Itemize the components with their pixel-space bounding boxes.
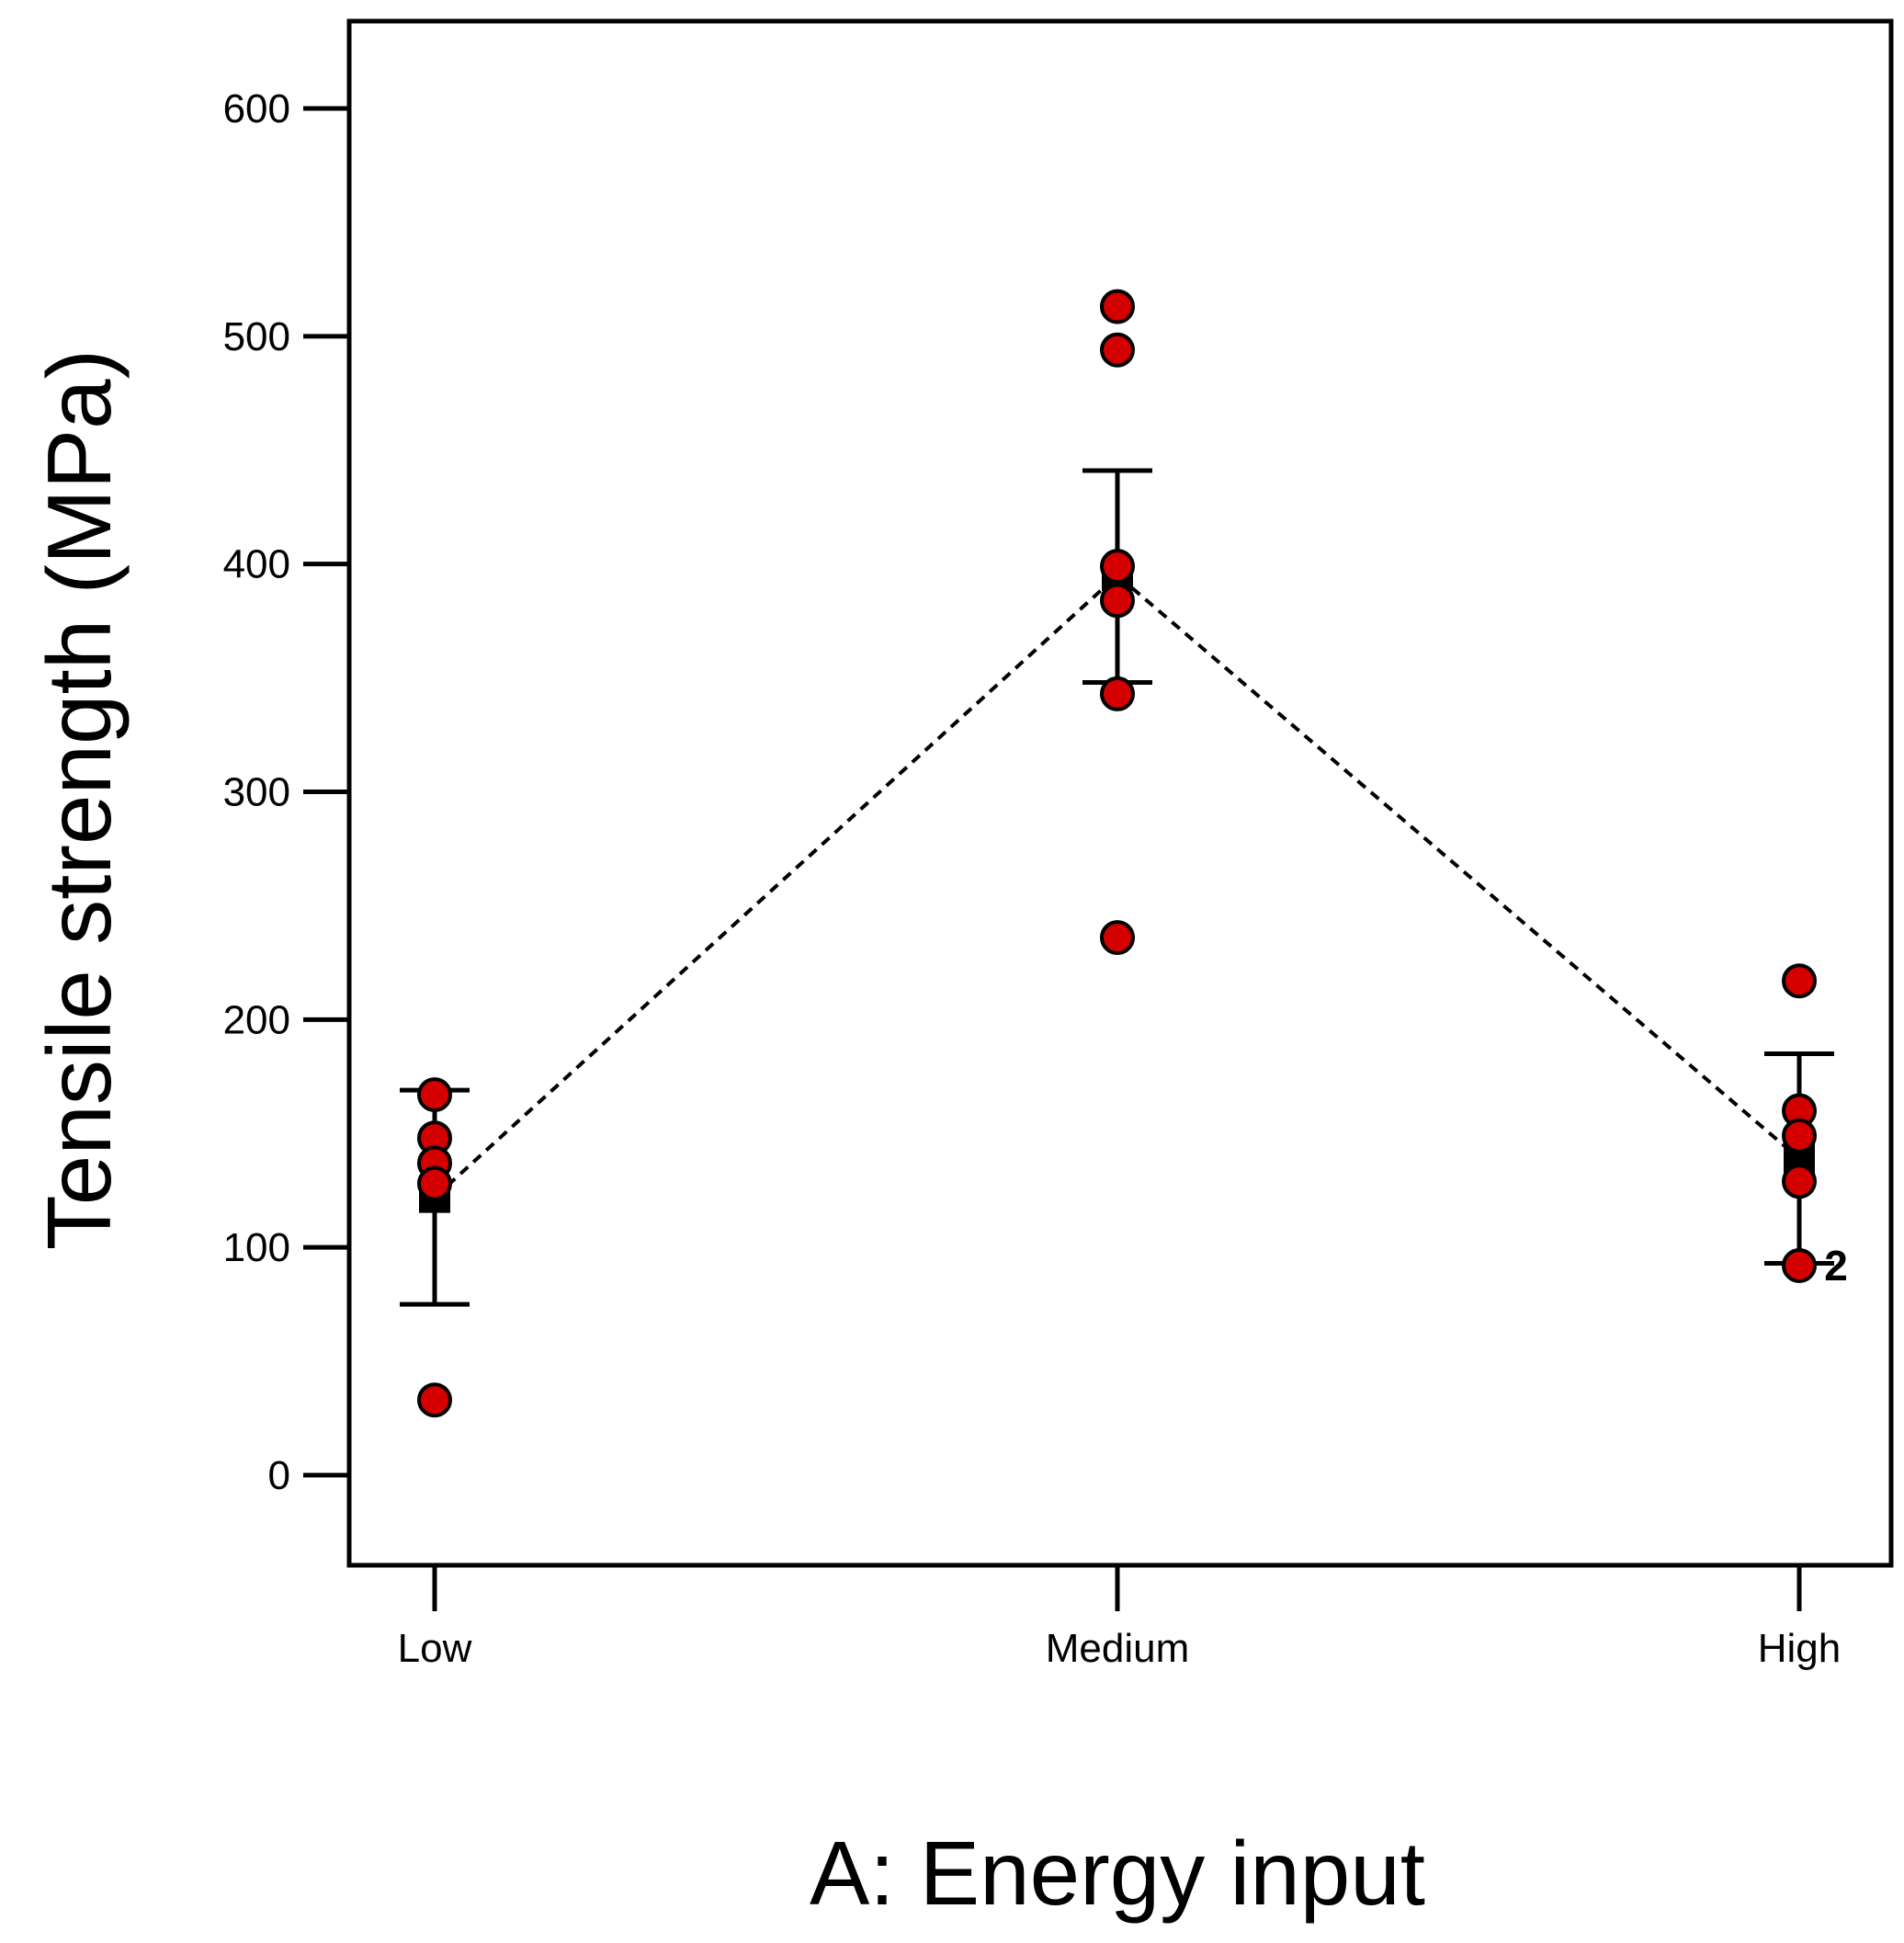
data-point-medium-5 — [1100, 289, 1135, 324]
y-tick-label-300: 300 — [223, 770, 290, 815]
annotation-layer: 2 — [1824, 1242, 1848, 1290]
data-point-low-0 — [417, 1077, 452, 1113]
x-tick-label-high: High — [1758, 1626, 1842, 1671]
replicate-count-annotation: 2 — [1824, 1242, 1848, 1290]
data-point-medium-10 — [1100, 920, 1135, 956]
data-point-low-3 — [417, 1165, 452, 1201]
x-tick-label-medium: Medium — [1046, 1626, 1190, 1671]
mean-trend-line — [433, 573, 1801, 1199]
x-axis-title: A: Energy input — [810, 1823, 1425, 1924]
y-tick-label-100: 100 — [223, 1225, 290, 1270]
data-point-medium-9 — [1100, 676, 1135, 711]
y-tick-label-0: 0 — [268, 1453, 290, 1498]
y-axis-title: Tensile strength (MPa) — [28, 349, 130, 1250]
data-point-medium-7 — [1100, 549, 1135, 585]
x-axis: Low Medium High — [398, 1565, 1842, 1671]
point-layer — [417, 289, 1817, 1418]
data-point-high-11 — [1782, 963, 1817, 999]
y-tick-label-600: 600 — [223, 86, 290, 131]
y-tick-label-200: 200 — [223, 997, 290, 1042]
plot-area-frame — [346, 18, 1894, 1568]
data-point-high-14 — [1782, 1164, 1817, 1199]
data-point-high-13 — [1782, 1118, 1817, 1153]
mean-line-layer — [433, 573, 1801, 1199]
y-tick-label-500: 500 — [223, 314, 290, 359]
y-axis: 0 100 200 300 400 500 600 — [223, 86, 349, 1498]
data-point-medium-6 — [1100, 332, 1135, 368]
x-tick-label-low: Low — [398, 1626, 472, 1671]
data-point-low-4 — [417, 1382, 452, 1418]
data-point-high-15 — [1782, 1247, 1817, 1283]
data-point-medium-8 — [1100, 583, 1135, 619]
y-tick-label-400: 400 — [223, 542, 290, 587]
